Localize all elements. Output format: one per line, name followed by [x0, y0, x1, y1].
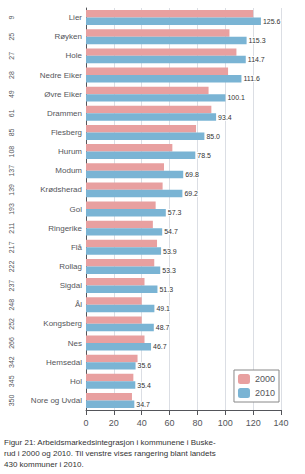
- svg-text:40: 40: [137, 418, 147, 428]
- svg-text:111.6: 111.6: [243, 75, 260, 82]
- svg-text:0: 0: [83, 418, 88, 428]
- svg-text:57.3: 57.3: [168, 209, 182, 216]
- svg-text:34.7: 34.7: [136, 401, 150, 408]
- svg-text:140: 140: [273, 418, 288, 428]
- svg-text:Nore og Uvdal: Nore og Uvdal: [31, 396, 82, 405]
- svg-text:Ringerike: Ringerike: [48, 224, 82, 233]
- svg-text:69.8: 69.8: [185, 171, 199, 178]
- svg-text:rud i 2000 og 2010. Til venstr: rud i 2000 og 2010. Til venstre vises ra…: [4, 449, 216, 458]
- svg-text:430 kommuner i 2010.: 430 kommuner i 2010.: [4, 460, 84, 469]
- svg-text:114.7: 114.7: [248, 56, 265, 63]
- svg-text:85: 85: [8, 128, 15, 136]
- svg-text:2000: 2000: [255, 374, 275, 384]
- svg-text:Hurum: Hurum: [58, 147, 82, 156]
- svg-text:Sigdal: Sigdal: [60, 281, 82, 290]
- svg-text:139: 139: [8, 184, 15, 196]
- svg-text:Nedre Eiker: Nedre Eiker: [40, 71, 83, 80]
- svg-text:85.0: 85.0: [206, 133, 220, 140]
- svg-text:Modum: Modum: [55, 166, 82, 175]
- svg-text:115.3: 115.3: [249, 37, 266, 44]
- svg-text:Rollag: Rollag: [59, 262, 82, 271]
- svg-text:266: 266: [8, 337, 15, 349]
- svg-text:193: 193: [8, 203, 15, 215]
- svg-text:125.6: 125.6: [263, 18, 281, 25]
- svg-text:28: 28: [8, 71, 15, 79]
- svg-text:27: 27: [8, 52, 15, 60]
- svg-text:Nes: Nes: [68, 339, 82, 348]
- svg-text:35.6: 35.6: [138, 362, 152, 369]
- svg-text:345: 345: [8, 375, 15, 387]
- svg-text:46.7: 46.7: [153, 343, 167, 350]
- svg-text:25: 25: [8, 33, 15, 41]
- svg-text:35.4: 35.4: [137, 382, 151, 389]
- svg-text:49.1: 49.1: [156, 305, 170, 312]
- svg-text:61: 61: [8, 109, 15, 117]
- svg-text:9: 9: [8, 16, 15, 20]
- svg-text:100.1: 100.1: [227, 94, 245, 101]
- svg-text:20: 20: [109, 418, 119, 428]
- svg-text:69.2: 69.2: [184, 190, 198, 197]
- svg-text:Flesberg: Flesberg: [51, 128, 82, 137]
- svg-text:78.5: 78.5: [197, 152, 211, 159]
- svg-text:Hole: Hole: [66, 51, 83, 60]
- svg-text:60: 60: [165, 418, 175, 428]
- svg-text:350: 350: [8, 394, 15, 406]
- svg-text:217: 217: [8, 241, 15, 253]
- svg-text:Hol: Hol: [70, 377, 82, 386]
- svg-text:Hemsedal: Hemsedal: [46, 358, 82, 367]
- svg-text:2010: 2010: [255, 388, 275, 398]
- svg-text:Ål: Ål: [75, 300, 82, 309]
- svg-text:237: 237: [8, 280, 15, 292]
- svg-text:93.4: 93.4: [218, 114, 232, 121]
- svg-text:49: 49: [8, 90, 15, 98]
- svg-text:Drammen: Drammen: [47, 109, 82, 118]
- svg-text:48.7: 48.7: [156, 324, 170, 331]
- svg-text:100: 100: [218, 418, 233, 428]
- svg-text:137: 137: [8, 165, 15, 177]
- svg-text:Figur 21: Arbeidsmarkedsintegr: Figur 21: Arbeidsmarkedsintegrasjon i ko…: [4, 438, 216, 447]
- svg-text:342: 342: [8, 356, 15, 368]
- svg-text:248: 248: [8, 299, 15, 311]
- svg-text:Lier: Lier: [69, 13, 83, 22]
- svg-text:211: 211: [8, 222, 15, 233]
- svg-text:51.3: 51.3: [159, 286, 173, 293]
- svg-text:Flå: Flå: [71, 243, 83, 252]
- svg-text:53.9: 53.9: [163, 248, 177, 255]
- svg-text:Kongsberg: Kongsberg: [43, 319, 82, 328]
- svg-text:120: 120: [246, 418, 261, 428]
- svg-text:80: 80: [192, 418, 202, 428]
- svg-text:222: 222: [8, 260, 15, 272]
- svg-text:54.7: 54.7: [164, 228, 178, 235]
- svg-text:Øvre Eiker: Øvre Eiker: [44, 90, 82, 99]
- svg-text:53.3: 53.3: [162, 267, 176, 274]
- svg-text:252: 252: [8, 318, 15, 330]
- svg-text:108: 108: [8, 146, 15, 158]
- svg-text:Krødsherad: Krødsherad: [40, 185, 82, 194]
- svg-text:Gol: Gol: [70, 205, 83, 214]
- svg-text:Røyken: Røyken: [54, 32, 82, 41]
